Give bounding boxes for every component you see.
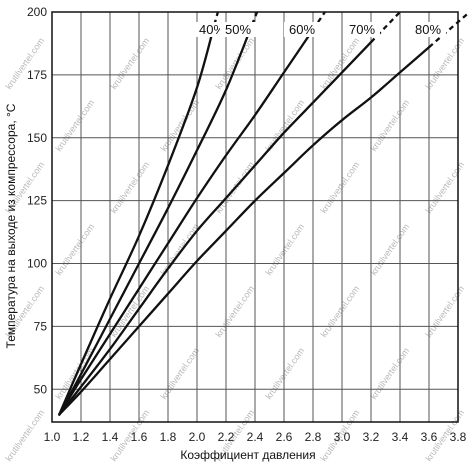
y-tick-label: 175 bbox=[27, 68, 47, 82]
series-line-40pct bbox=[58, 23, 216, 416]
x-axis-label: Коэффициент давления bbox=[180, 448, 315, 462]
watermark-text: krutilvertel.com bbox=[158, 98, 201, 153]
series-label: 50% bbox=[225, 22, 251, 37]
y-axis-label: Температура на выходе из компрессора, °C bbox=[4, 103, 18, 348]
series-label-bg bbox=[220, 22, 256, 37]
series-label: 40% bbox=[199, 22, 225, 37]
x-tick-label: 3.4 bbox=[392, 430, 409, 444]
plot-frame bbox=[51, 11, 459, 423]
series-label: 80% bbox=[415, 22, 441, 37]
x-tick-label: 1.6 bbox=[131, 430, 148, 444]
watermark-text: krutilvertel.com bbox=[108, 160, 151, 215]
watermark-text: krutilvertel.com bbox=[3, 36, 46, 91]
series-label: 70% bbox=[349, 22, 375, 37]
watermark-text: krutilvertel.com bbox=[318, 36, 361, 91]
series-label-bg bbox=[344, 22, 380, 37]
watermark-text: krutilvertel.com bbox=[263, 346, 306, 401]
x-tick-label: 1.0 bbox=[44, 430, 61, 444]
series-label-bg bbox=[410, 22, 446, 37]
series-labels: 40% 50% 60% 70% 80% bbox=[194, 22, 446, 37]
watermark-text: krutilvertel.com bbox=[368, 98, 411, 153]
watermark-text: krutilvertel.com bbox=[423, 36, 466, 91]
series-line-50pct bbox=[58, 23, 254, 416]
watermark-text: krutilvertel.com bbox=[213, 284, 256, 339]
series-line-80pct bbox=[58, 46, 431, 416]
x-tick-label: 1.8 bbox=[160, 430, 177, 444]
y-tick-label: 125 bbox=[27, 194, 47, 208]
x-tick-labels: 1.0 1.2 1.4 1.6 1.8 2.0 2.2 2.4 2.6 2.8 3.0 3.2 3.4 3… bbox=[44, 430, 467, 444]
x-tick-label: 2.2 bbox=[218, 430, 235, 444]
watermark-text: krutilvertel.com bbox=[423, 284, 466, 339]
y-tick-label: 50 bbox=[34, 382, 48, 396]
x-tick-label: 2.6 bbox=[276, 430, 293, 444]
watermark-text: krutilvertel.com bbox=[263, 98, 306, 153]
y-tick-label: 200 bbox=[27, 5, 47, 19]
x-tick-label: 1.2 bbox=[73, 430, 90, 444]
y-tick-label: 75 bbox=[34, 319, 48, 333]
x-tick-label: 3.0 bbox=[334, 430, 351, 444]
series-line-60pct bbox=[58, 28, 315, 416]
watermark-text: krutilvertel.com bbox=[368, 222, 411, 277]
y-tick-label: 100 bbox=[27, 257, 47, 271]
watermark-text: krutilvertel.com bbox=[318, 160, 361, 215]
x-tick-label: 3.2 bbox=[363, 430, 380, 444]
watermark-text: krutilvertel.com bbox=[423, 160, 466, 215]
watermark-text: krutilvertel.com bbox=[53, 98, 96, 153]
x-tick-label: 2.4 bbox=[247, 430, 264, 444]
watermark-text: krutilvertel.com bbox=[318, 284, 361, 339]
watermark-text: krutilvertel.com bbox=[263, 222, 306, 277]
series-line-70pct bbox=[58, 41, 373, 416]
x-tick-label: 2.0 bbox=[189, 430, 206, 444]
y-tick-label: 150 bbox=[27, 131, 47, 145]
x-tick-label: 3.6 bbox=[421, 430, 438, 444]
x-tick-label: 2.8 bbox=[305, 430, 322, 444]
watermark-text: krutilvertel.com bbox=[158, 346, 201, 401]
x-tick-label: 1.4 bbox=[102, 430, 119, 444]
watermark-text: krutilvertel.com bbox=[108, 36, 151, 91]
watermark-text: krutilvertel.com bbox=[368, 346, 411, 401]
y-tick-labels: 50 75 100 125 150 175 200 bbox=[27, 5, 47, 396]
series-dash-70pct bbox=[370, 11, 401, 43]
watermark-text: krutilvertel.com bbox=[3, 408, 46, 463]
series-label-bg bbox=[284, 22, 320, 37]
x-tick-label: 3.8 bbox=[450, 430, 467, 444]
watermark-text: krutilvertel.com bbox=[213, 36, 256, 91]
watermark-text: krutilvertel.com bbox=[53, 222, 96, 277]
series-label: 60% bbox=[289, 22, 315, 37]
